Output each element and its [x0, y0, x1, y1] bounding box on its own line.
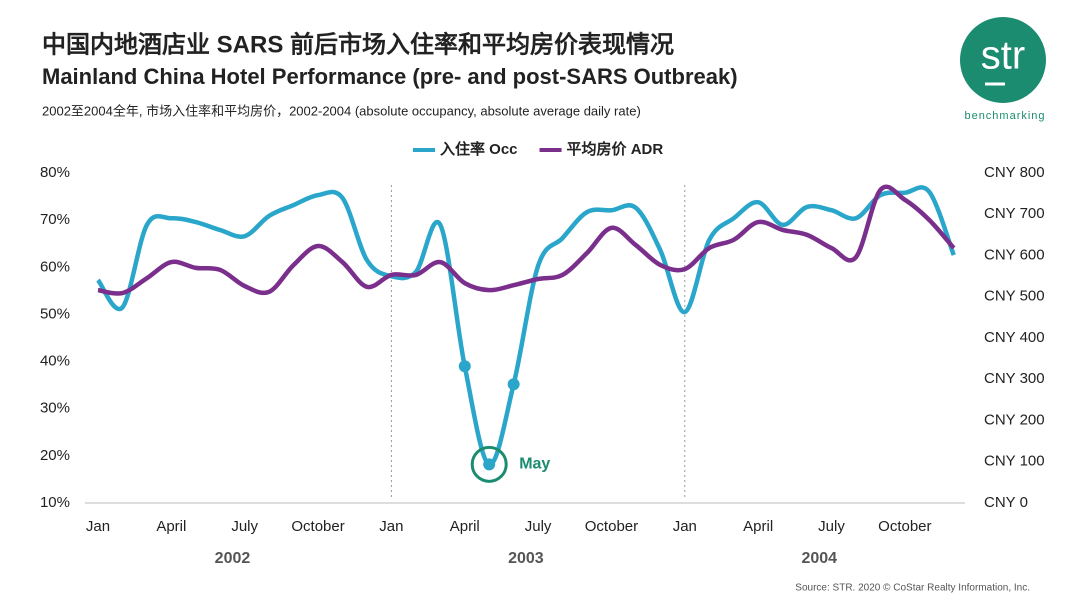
y-tick-label: 80% [40, 164, 70, 181]
annotation-ring [470, 445, 508, 483]
series-line [96, 185, 956, 467]
x-tick-label: Jan [673, 518, 697, 535]
x-tick-label: October [291, 518, 344, 535]
logo-badge [960, 17, 1046, 103]
logo-tagline: benchmarking [964, 110, 1045, 122]
y-tick-label: 60% [40, 258, 70, 275]
y2-tick-label: CNY 800 [984, 164, 1045, 181]
y-tick-label: 10% [40, 494, 70, 511]
y2-tick-label: CNY 300 [984, 370, 1045, 387]
x-tick-label: April [743, 518, 773, 535]
x-tick-label: Jan [379, 518, 403, 535]
source: Source: STR. 2020 © CoStar Realty Inform… [795, 583, 1030, 594]
year-label: 2002 [215, 550, 251, 567]
chart-title: 中国内地酒店业 SARS 前后市场入住率和平均房价表现情况 [42, 30, 674, 58]
y2-tick-label: CNY 700 [984, 205, 1045, 222]
x-tick-label: October [585, 518, 638, 535]
y2-tick-label: CNY 500 [984, 288, 1045, 305]
y-tick-label: 50% [40, 305, 70, 322]
year-label: 2003 [508, 550, 544, 567]
chart-subtitle: Mainland China Hotel Performance (pre- a… [42, 64, 738, 89]
y2-tick-label: CNY 200 [984, 411, 1045, 428]
highlight-point [507, 378, 520, 391]
x-tick-label: July [525, 518, 552, 535]
highlight-point [458, 360, 471, 373]
x-tick-label: July [231, 518, 258, 535]
y2-tick-label: CNY 0 [984, 494, 1028, 511]
y2-tick-label: CNY 100 [984, 453, 1045, 470]
x-tick-label: April [156, 518, 186, 535]
annotation: May [519, 456, 550, 473]
y-tick-label: 20% [40, 447, 70, 464]
y-tick-label: 70% [40, 211, 70, 228]
series-line [97, 184, 956, 296]
y-tick-label: 30% [40, 400, 70, 417]
year-label: 2004 [801, 550, 837, 567]
x-tick-label: October [878, 518, 931, 535]
x-tick-label: July [818, 518, 845, 535]
chart-caption: 2002至2004全年, 市场入住率和平均房价，2002-2004 (absol… [42, 103, 641, 118]
logo: str [981, 34, 1025, 78]
legend-label: 入住率 Occ [440, 140, 518, 158]
legend-label: 平均房价 ADR [567, 140, 664, 158]
highlight-point [483, 458, 496, 471]
y2-tick-label: CNY 400 [984, 329, 1045, 346]
y2-tick-label: CNY 600 [984, 246, 1045, 263]
y-tick-label: 40% [40, 353, 70, 370]
x-tick-label: April [450, 518, 480, 535]
x-tick-label: Jan [86, 518, 110, 535]
